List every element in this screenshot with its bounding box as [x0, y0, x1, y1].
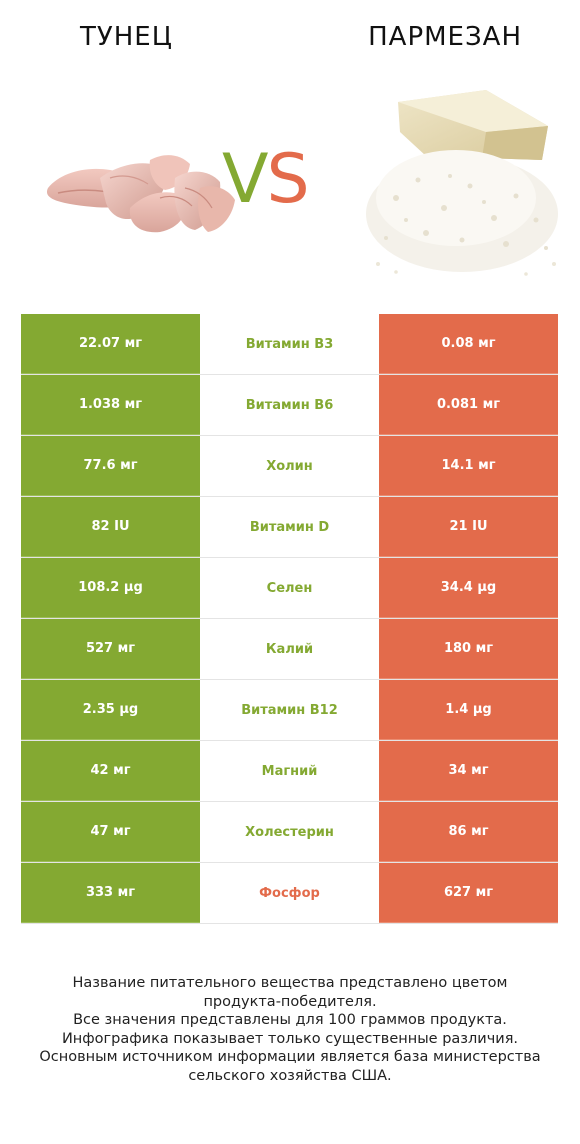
parmesan-value: 21 IU — [379, 497, 558, 557]
table-row: 108.2 µg Селен 34.4 µg — [21, 558, 558, 619]
parmesan-value: 14.1 мг — [379, 436, 558, 496]
parmesan-value: 0.08 мг — [379, 314, 558, 374]
table-row: 527 мг Калий 180 мг — [21, 619, 558, 680]
tuna-value: 22.07 мг — [21, 314, 200, 374]
footer-line: сельского хозяйства США. — [188, 1067, 392, 1084]
footer-line: Инфографика показывает только существенн… — [61, 1030, 519, 1047]
footer-notes: Название питательного вещества представл… — [20, 974, 560, 1085]
tuna-value: 108.2 µg — [21, 558, 200, 618]
nutrient-name: Витамин B3 — [200, 314, 379, 374]
parmesan-value: 34 мг — [379, 741, 558, 801]
tuna-value: 47 мг — [21, 802, 200, 862]
tuna-value: 1.038 мг — [21, 375, 200, 435]
nutrient-name: Калий — [200, 619, 379, 679]
footer-line: Основным источником информации является … — [39, 1049, 541, 1065]
table-row: 42 мг Магний 34 мг — [21, 741, 558, 802]
parmesan-value: 627 мг — [379, 863, 558, 923]
tuna-value: 42 мг — [21, 741, 200, 801]
nutrient-name: Холестерин — [200, 802, 379, 862]
comparison-table: 22.07 мг Витамин B3 0.08 мг 1.038 мг Витамин… — [21, 314, 558, 924]
footer-line: Название питательного вещества представл… — [72, 975, 508, 991]
nutrient-name: Витамин B12 — [200, 680, 379, 740]
nutrient-name: Селен — [200, 558, 379, 618]
left-product-title: ТУНЕЦ — [80, 22, 173, 52]
parmesan-value: 0.081 мг — [379, 375, 558, 435]
nutrient-name: Витамин D — [200, 497, 379, 557]
nutrient-name: Холин — [200, 436, 379, 496]
tuna-image — [46, 155, 235, 233]
nutrient-name: Витамин B6 — [200, 375, 379, 435]
table-row: 47 мг Холестерин 86 мг — [21, 802, 558, 863]
table-row: 333 мг Фосфор 627 мг — [21, 863, 558, 924]
parmesan-value: 86 мг — [379, 802, 558, 862]
parmesan-image — [366, 90, 558, 276]
nutrient-name: Фосфор — [200, 863, 379, 923]
tuna-value: 2.35 µg — [21, 680, 200, 740]
table-row: 77.6 мг Холин 14.1 мг — [21, 436, 558, 497]
table-row: 1.038 мг Витамин B6 0.081 мг — [21, 375, 558, 436]
footer-line: Все значения представлены для 100 граммо… — [73, 1012, 507, 1028]
table-row: 82 IU Витамин D 21 IU — [21, 497, 558, 558]
table-row: 22.07 мг Витамин B3 0.08 мг — [21, 314, 558, 375]
nutrient-name: Магний — [200, 741, 379, 801]
tuna-value: 333 мг — [21, 863, 200, 923]
tuna-value: 82 IU — [21, 497, 200, 557]
tuna-value: 77.6 мг — [21, 436, 200, 496]
parmesan-value: 1.4 µg — [379, 680, 558, 740]
tuna-value: 527 мг — [21, 619, 200, 679]
parmesan-value: 180 мг — [379, 619, 558, 679]
right-product-title: ПАРМЕЗАН — [368, 22, 522, 52]
footer-line: продукта-победителя. — [203, 993, 377, 1010]
parmesan-value: 34.4 µg — [379, 558, 558, 618]
table-row: 2.35 µg Витамин B12 1.4 µg — [21, 680, 558, 741]
vs-logo: VS — [222, 140, 310, 219]
